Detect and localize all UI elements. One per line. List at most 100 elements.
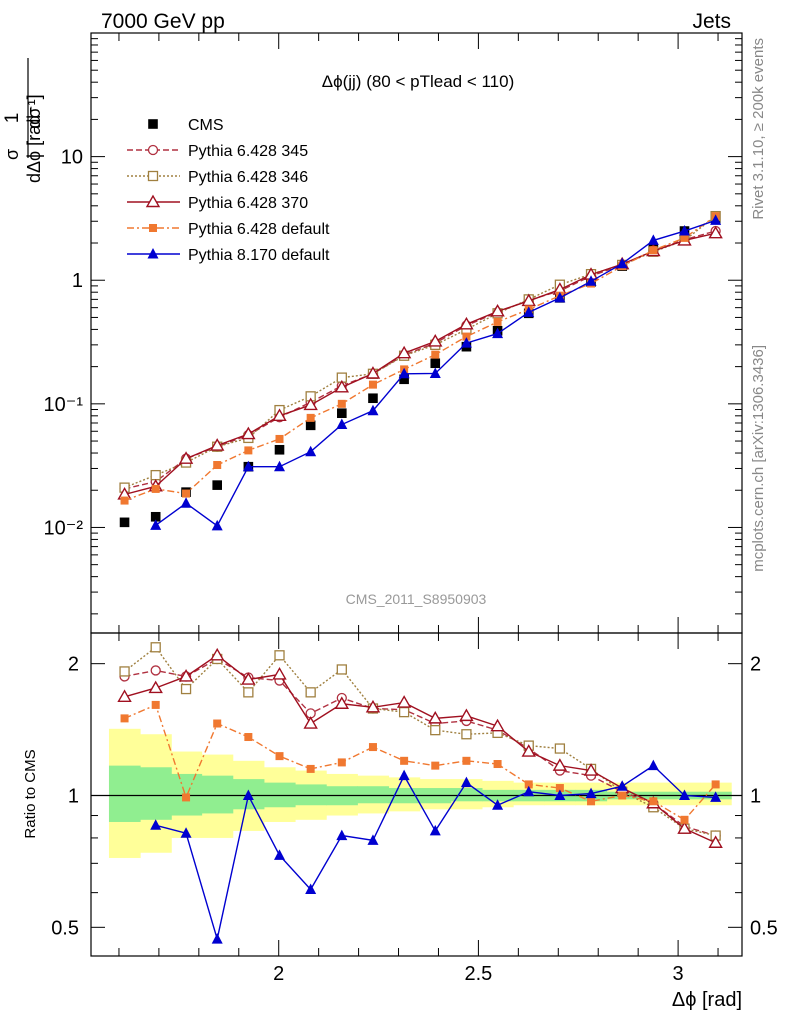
main-series-3-point-13 — [521, 293, 536, 307]
main-series-4-point-7 — [337, 399, 346, 408]
ratio-series-2-point-4 — [241, 672, 256, 685]
ratio-series-4-point-14 — [585, 787, 597, 799]
energy-label: 7000 GeV pp — [101, 10, 225, 33]
ratio-series-2-point-0 — [117, 689, 132, 703]
ratio-series-0-line — [124, 658, 716, 837]
legend-marker-3 — [145, 194, 161, 208]
main-panel: 10⁻² 10⁻¹ 1 10 Δϕ(jj) (80 < pTlead < 110) C… — [2, 32, 743, 634]
main-series-5-point-11 — [492, 327, 504, 339]
ratio-series-4-point-0 — [150, 819, 162, 830]
main-series-4-point-3 — [213, 461, 222, 470]
main-series-4-point-0 — [120, 496, 129, 505]
ratio-series-1-point-14 — [554, 743, 566, 754]
ratio-series-3-line — [124, 703, 717, 821]
main-series-4-point-12 — [493, 317, 502, 326]
main-y-tick-label: 10 — [61, 147, 83, 169]
ratio-series-1-point-11 — [461, 729, 472, 740]
ratio-panel: 0.5 0.5 1 1 2 2 Ratio to CMS — [22, 632, 778, 957]
ratio-series-4-point-2 — [211, 933, 223, 944]
svg-text:dΔϕ [rad⁻¹]: dΔϕ [rad⁻¹] — [24, 94, 44, 183]
ratio-series-2-point-12 — [490, 718, 505, 732]
x-tick-label: 3 — [673, 963, 684, 985]
main-y-tick-label: 10⁻¹ — [44, 394, 84, 416]
ratio-y-tick-label: 0.5 — [51, 917, 79, 939]
ratio-y-tick-label-right: 1 — [750, 785, 761, 807]
main-series-5 — [150, 214, 722, 531]
main-series-3-point-2 — [178, 451, 194, 464]
main-series-5-point-10 — [460, 337, 472, 348]
main-series-5-point-4 — [274, 460, 286, 472]
main-series-0-point-5 — [274, 444, 285, 455]
main-series-5-point-1 — [180, 497, 192, 508]
main-series-3-point-8 — [365, 366, 381, 379]
main-series-5-point-5 — [305, 445, 317, 457]
rivet-label: Rivet 3.1.10, ≥ 200k events — [750, 38, 767, 220]
ratio-series-3-point-14 — [555, 784, 564, 793]
ratio-series-1-point-5 — [274, 650, 285, 661]
ratio-series-1-point-6 — [305, 687, 316, 698]
ratio-series-2-point-10 — [428, 710, 443, 724]
ratio-series-3-point-0 — [120, 714, 129, 723]
ratio-series-3-point-17 — [649, 797, 658, 806]
ratio-series-3-point-13 — [524, 780, 533, 789]
ratio-series-4-point-15 — [616, 780, 628, 791]
ratio-series-2-point-2 — [178, 669, 194, 682]
ratio-series-1-point-1 — [150, 642, 161, 653]
ratio-series-2-point-15 — [583, 763, 599, 776]
main-series-4-point-8 — [368, 380, 377, 389]
ratio-y-tick-label: 2 — [68, 654, 79, 676]
main-series-4-line — [124, 215, 717, 502]
main-series-0-point-8 — [368, 393, 378, 404]
main-series-3-point-11 — [459, 316, 474, 330]
ratio-series-4-point-1 — [180, 827, 192, 838]
main-series-3-point-4 — [241, 426, 256, 440]
analysis-id: CMS_2011_S8950903 — [346, 591, 487, 607]
legend-label-3: Pythia 6.428 370 — [188, 195, 308, 212]
ratio-series-4-point-12 — [523, 785, 535, 797]
ratio-series-2-point-13 — [521, 744, 536, 757]
legend-label-0: CMS — [188, 117, 224, 134]
main-series-4-point-17 — [649, 246, 658, 255]
svg-text:σ: σ — [2, 149, 22, 160]
ratio-series-2-point-5 — [272, 667, 287, 680]
ratio-band-green — [357, 786, 390, 804]
legend: CMS Pythia 6.428 345 Pythia 6.428 346 Pythi… — [127, 117, 330, 264]
ratio-frame — [90, 632, 743, 957]
main-series-5-point-9 — [429, 367, 441, 378]
legend-label-2: Pythia 6.428 346 — [188, 169, 308, 186]
main-series-4-point-6 — [306, 413, 315, 422]
ratio-series-3-point-2 — [182, 793, 191, 802]
ratio-series-1-point-10 — [430, 724, 441, 736]
main-series-1 — [119, 225, 721, 495]
ratio-series-3-point-11 — [462, 756, 471, 765]
ratio-series-4-point-13 — [554, 789, 566, 800]
ratio-series-3 — [120, 700, 720, 824]
ratio-y-tick-label-right: 2 — [750, 654, 761, 676]
svg-text:1: 1 — [2, 113, 23, 124]
main-series-3-point-3 — [209, 438, 225, 451]
main-series-0-point-6 — [305, 420, 316, 431]
ratio-series-4-point-3 — [242, 789, 254, 800]
ratio-series-4-point-9 — [429, 824, 441, 836]
ratio-y-tick-label-right: 0.5 — [750, 917, 778, 939]
legend-marker-2 — [147, 170, 159, 182]
x-tick-label: 2.5 — [464, 963, 492, 985]
svg-text:dσ: dσ — [24, 107, 44, 128]
ratio-series-1-point-2 — [180, 683, 192, 695]
main-series-3-point-10 — [428, 333, 443, 347]
ratio-series-3-point-18 — [680, 815, 689, 824]
main-series-5-point-12 — [523, 306, 535, 317]
main-series-0-point-3 — [212, 480, 223, 490]
ratio-series-4-point-11 — [492, 799, 504, 810]
main-series-5-point-16 — [647, 234, 659, 245]
legend-marker-1 — [147, 144, 159, 156]
ratio-series-3-point-9 — [400, 756, 409, 765]
ratio-series-3-point-16 — [618, 791, 627, 800]
main-series-2-point-1 — [150, 469, 161, 481]
main-series-0-point-10 — [430, 358, 441, 369]
legend-label-5: Pythia 8.170 default — [188, 247, 330, 264]
ratio-series-2-point-18 — [677, 821, 692, 834]
main-series-4-point-2 — [182, 489, 191, 498]
legend-label-1: Pythia 6.428 345 — [188, 143, 308, 160]
